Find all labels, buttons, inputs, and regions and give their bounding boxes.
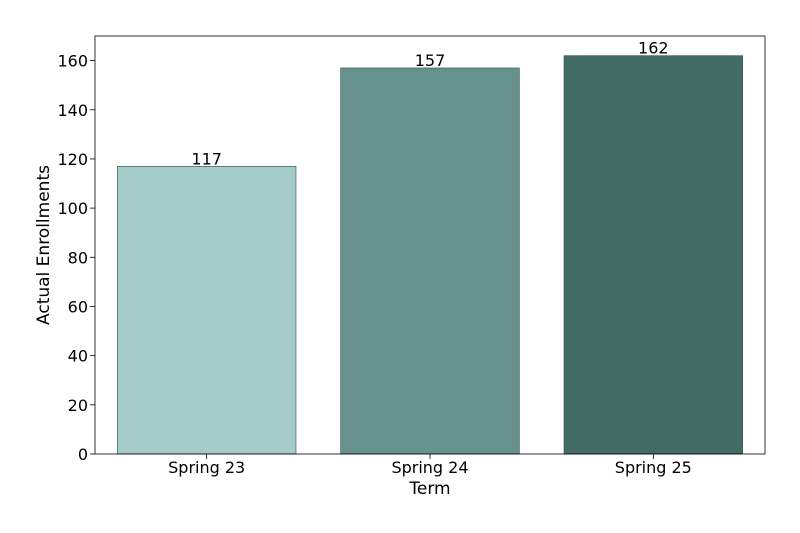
y-tick-label: 160	[57, 52, 88, 71]
x-tick-label: Spring 25	[615, 458, 692, 477]
y-tick-label: 80	[68, 248, 88, 267]
y-axis-label: Actual Enrollments	[34, 165, 54, 325]
y-tick-label: 0	[78, 445, 88, 464]
y-tick-label: 40	[68, 347, 88, 366]
bars-group	[117, 55, 743, 455]
x-tick-label: Spring 24	[391, 458, 468, 477]
data-label-spring-25: 162	[638, 39, 669, 58]
y-tick-label: 20	[68, 396, 88, 415]
data-labels-group: 117 157 162	[191, 39, 668, 169]
data-label-spring-23: 117	[191, 149, 222, 168]
bar-spring-24	[340, 67, 520, 455]
x-axis-label: Term	[408, 479, 450, 499]
x-axis: Spring 23 Spring 24 Spring 25	[168, 454, 692, 477]
bar-spring-25	[563, 55, 743, 455]
y-tick-label: 100	[57, 199, 88, 218]
x-tick-label: Spring 23	[168, 458, 245, 477]
bar-spring-23	[117, 166, 297, 455]
y-axis: 0 20 40 60 80 100 120 140 160	[57, 52, 95, 464]
y-tick-label: 140	[57, 101, 88, 120]
data-label-spring-24: 157	[415, 51, 446, 70]
y-tick-label: 60	[68, 297, 88, 316]
y-tick-label: 120	[57, 150, 88, 169]
